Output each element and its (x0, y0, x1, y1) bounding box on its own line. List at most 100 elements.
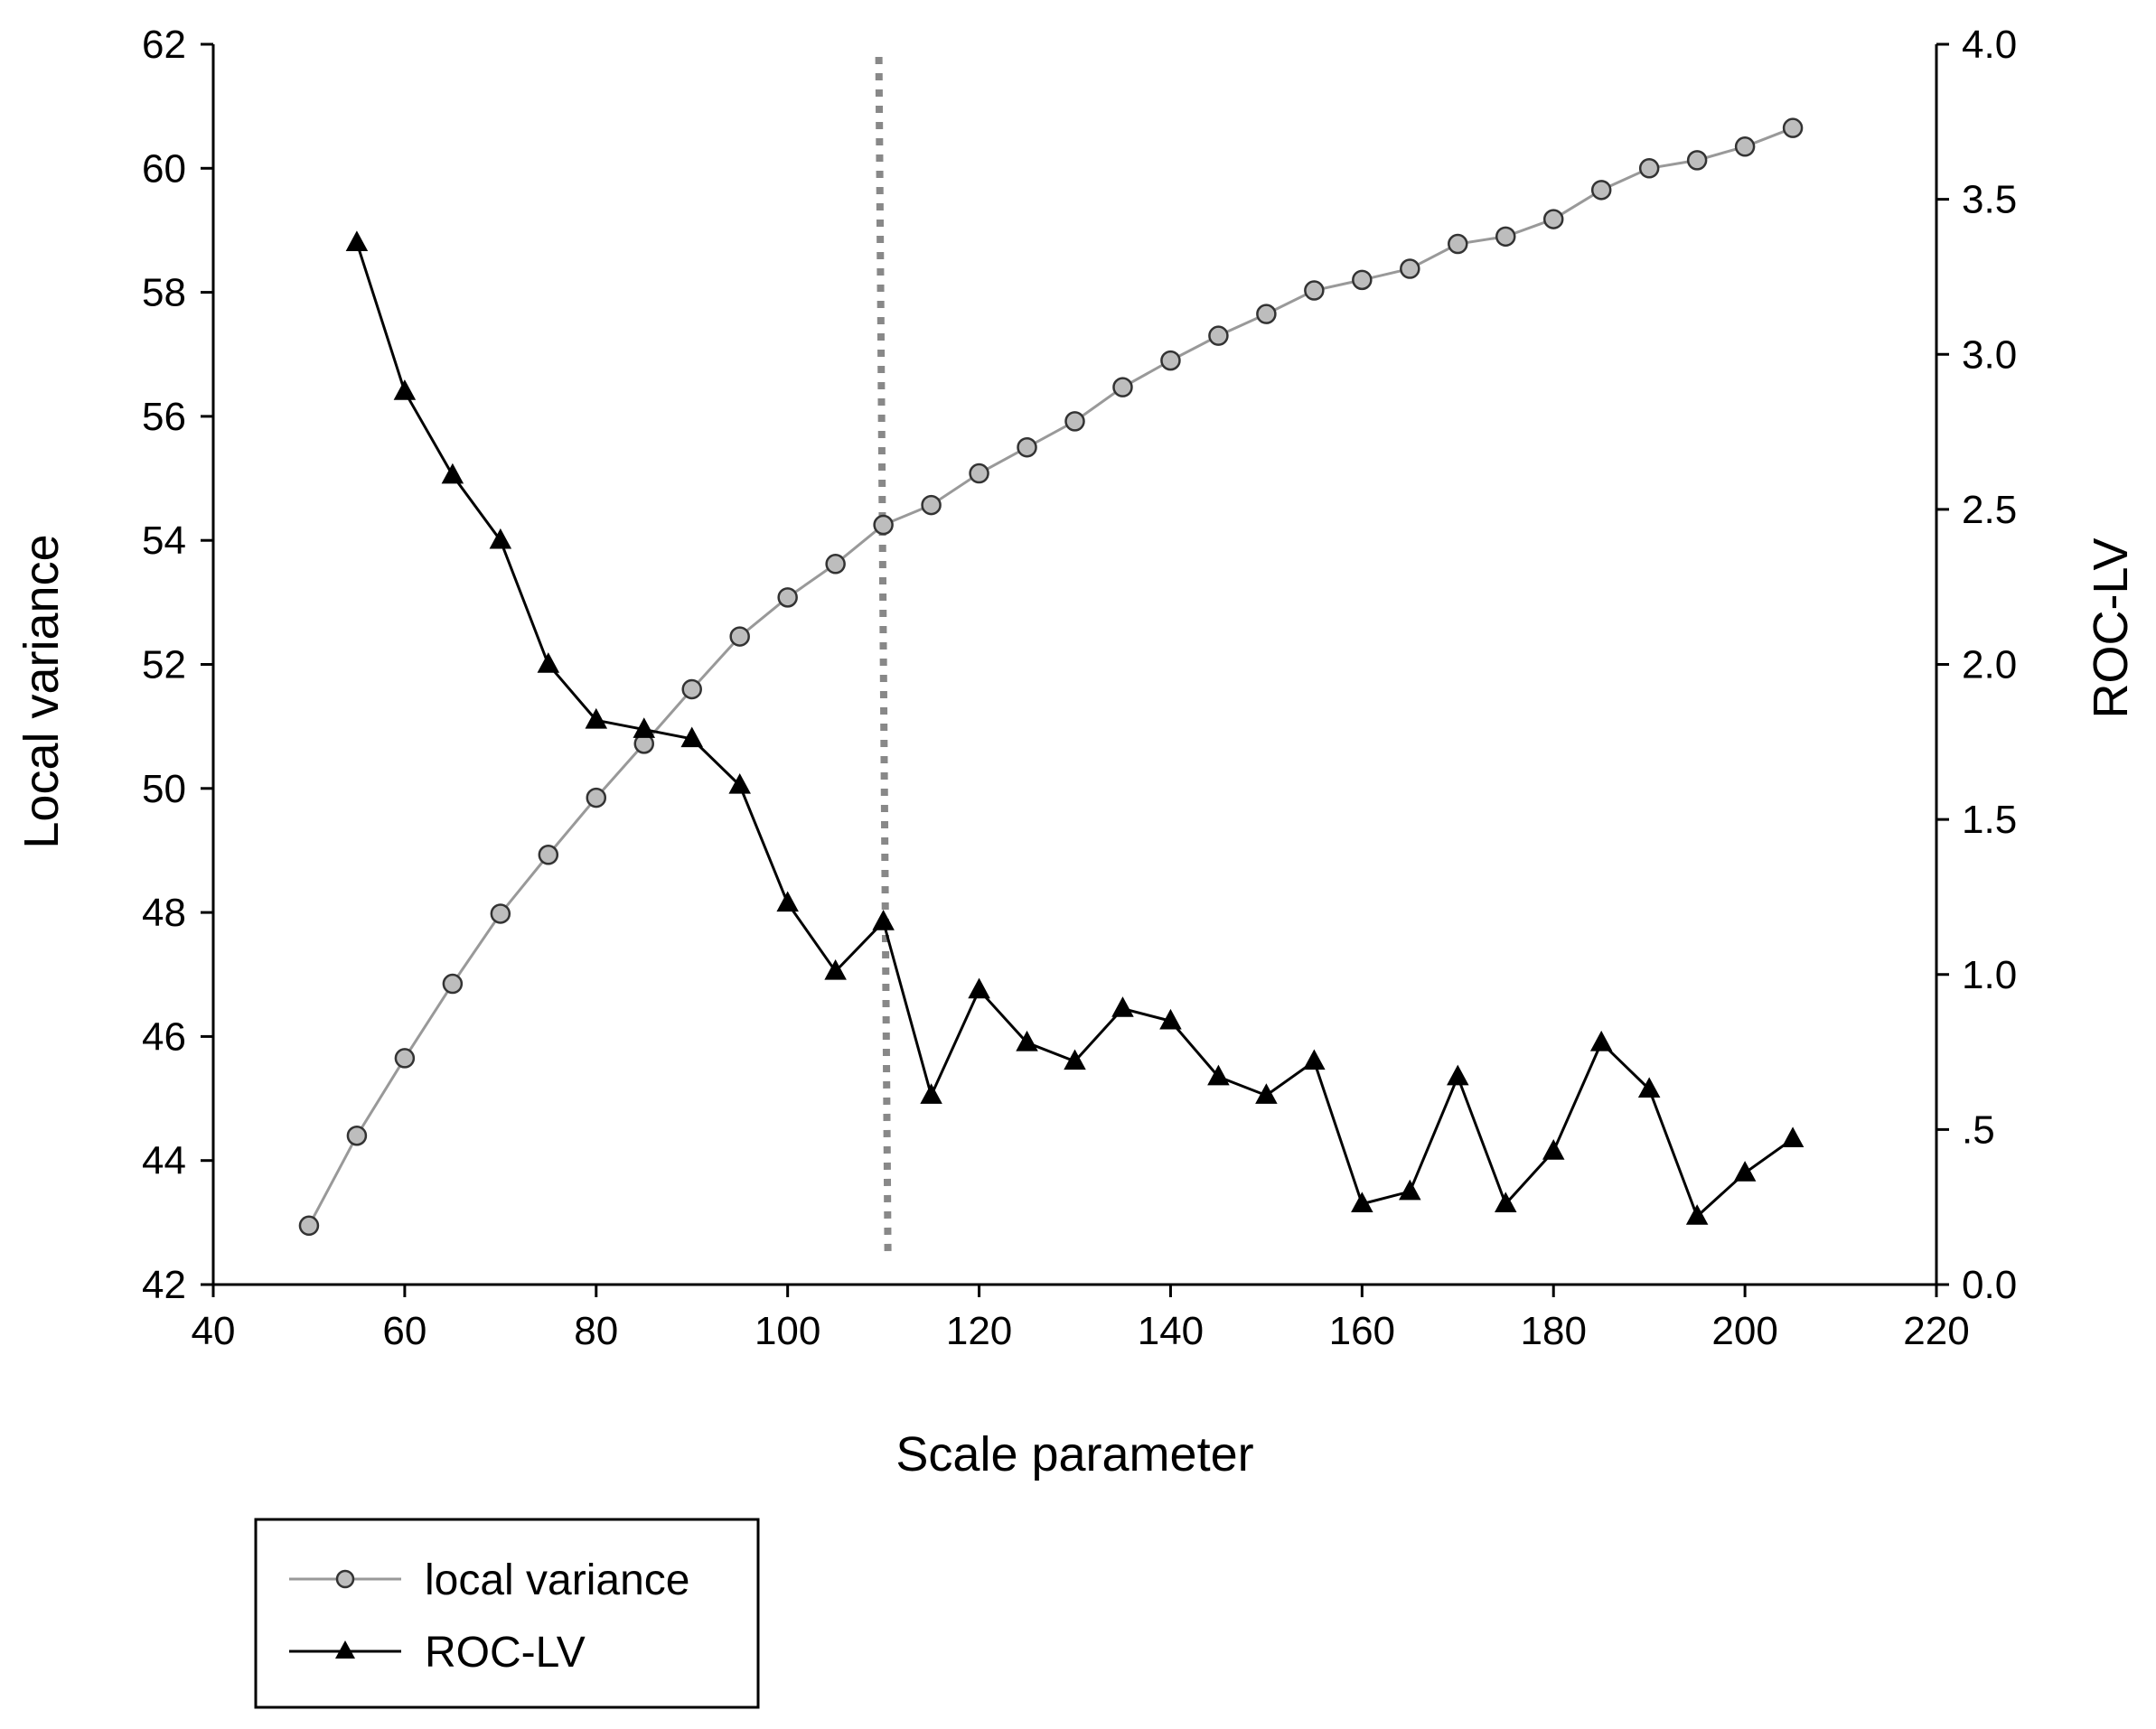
data-point-local-variance (1734, 136, 1756, 157)
x-tick-label: 220 (1903, 1309, 1969, 1353)
vertical-reference-line (875, 56, 892, 1253)
x-tick-label: 60 (382, 1309, 427, 1353)
data-point-local-variance (1112, 377, 1133, 397)
data-point-roc-lv (1255, 1083, 1278, 1104)
data-point-roc-lv (872, 910, 895, 930)
data-point-roc-lv (1733, 1161, 1757, 1182)
y-tick-label-left: 56 (142, 395, 186, 439)
data-point-local-variance (394, 1048, 416, 1069)
data-point-local-variance (1782, 117, 1804, 138)
data-point-roc-lv (1064, 1049, 1086, 1070)
data-point-local-variance (1448, 233, 1468, 255)
y-tick-label-left: 52 (142, 643, 186, 687)
series-line-local-variance (307, 126, 1794, 1227)
data-point-roc-lv (1589, 1030, 1613, 1051)
data-point-local-variance (1590, 180, 1612, 201)
x-tick-label: 200 (1711, 1309, 1777, 1353)
data-point-roc-lv (1542, 1139, 1565, 1160)
data-point-roc-lv (345, 230, 369, 251)
y-tick-label-left: 58 (142, 271, 186, 315)
data-point-local-variance (873, 514, 894, 536)
data-point-roc-lv (680, 726, 703, 748)
data-point-roc-lv (776, 891, 799, 912)
x-tick-label: 180 (1521, 1309, 1587, 1353)
data-point-local-variance (346, 1125, 368, 1146)
y-tick-label-left: 46 (142, 1014, 186, 1059)
data-point-roc-lv (1303, 1049, 1326, 1070)
data-point-local-variance (1686, 150, 1708, 171)
data-point-local-variance (1638, 158, 1660, 179)
y-tick-label-left: 42 (142, 1263, 186, 1307)
y-axis-title-right: ROC-LV (2084, 537, 2138, 718)
data-point-roc-lv (633, 717, 656, 738)
data-point-local-variance (729, 626, 750, 647)
y-tick-label-right: 1.5 (1962, 798, 2017, 842)
data-point-local-variance (1256, 304, 1277, 324)
axes: 40 60 80 100 120 140 160 180 200 220 42 44 46 48 50 52 5… (142, 23, 2017, 1353)
data-point-local-variance (538, 845, 559, 865)
data-point-roc-lv (1399, 1179, 1421, 1201)
data-point-roc-lv (1781, 1126, 1804, 1147)
legend-marker-roc-lv (335, 1640, 355, 1659)
legend-label-roc-lv: ROC-LV (425, 1629, 586, 1677)
y-tick-label-right: 2.0 (1962, 643, 2017, 687)
y-axis-title-left: Local variance (14, 534, 69, 848)
y-tick-label-right: 3.0 (1962, 332, 2017, 377)
data-point-roc-lv (1016, 1030, 1038, 1051)
data-point-local-variance (777, 587, 798, 608)
y-tick-label-right: 1.0 (1962, 953, 2017, 997)
data-point-local-variance (1208, 325, 1229, 346)
series-line-roc-lv (355, 242, 1794, 1220)
y-tick-label-right: .5 (1962, 1107, 1995, 1152)
series-layer (298, 117, 1804, 1237)
x-tick-label: 120 (946, 1309, 1012, 1353)
x-axis-title: Scale parameter (895, 1427, 1253, 1481)
data-point-local-variance (921, 494, 942, 516)
y-tick-label-left: 60 (142, 146, 186, 191)
data-point-roc-lv (968, 977, 990, 999)
data-point-local-variance (586, 787, 607, 808)
data-point-roc-lv (1351, 1192, 1373, 1213)
data-point-local-variance (1495, 226, 1516, 248)
x-tick-label: 80 (574, 1309, 618, 1353)
data-point-roc-lv (1685, 1204, 1709, 1225)
data-point-roc-lv (1637, 1077, 1661, 1098)
data-point-local-variance (442, 973, 464, 995)
data-point-roc-lv (585, 707, 608, 729)
data-point-local-variance (298, 1215, 320, 1237)
x-tick-label: 140 (1138, 1309, 1204, 1353)
data-point-local-variance (1160, 350, 1181, 371)
data-point-roc-lv (537, 652, 560, 673)
y-tick-label-right: 3.5 (1962, 178, 2017, 222)
data-point-roc-lv (393, 379, 417, 400)
data-point-local-variance (1064, 411, 1085, 432)
legend-marker-local-variance (335, 1569, 355, 1589)
x-tick-label: 40 (192, 1309, 236, 1353)
data-point-roc-lv (1159, 1008, 1182, 1030)
data-point-local-variance (1400, 258, 1420, 279)
data-point-local-variance (969, 463, 989, 484)
y-tick-label-left: 54 (142, 519, 186, 563)
data-point-local-variance (1017, 436, 1037, 458)
data-point-roc-lv (489, 528, 512, 549)
legend-label-local-variance: local variance (425, 1556, 689, 1604)
data-point-local-variance (1352, 269, 1373, 291)
data-point-local-variance (681, 678, 702, 700)
legend: local variance ROC-LV (254, 1518, 760, 1709)
vertical-marker-line (875, 56, 892, 1253)
legend-box (254, 1518, 760, 1709)
data-point-roc-lv (1207, 1064, 1230, 1086)
data-point-roc-lv (920, 1083, 942, 1104)
data-point-local-variance (490, 903, 511, 924)
x-tick-label: 160 (1329, 1309, 1395, 1353)
data-point-roc-lv (728, 773, 751, 794)
data-point-roc-lv (441, 463, 464, 484)
y-tick-label-right: 4.0 (1962, 23, 2017, 67)
x-tick-label: 100 (755, 1309, 820, 1353)
data-point-local-variance (1542, 209, 1564, 229)
y-tick-label-right: 0.0 (1962, 1263, 2017, 1307)
y-tick-label-left: 50 (142, 767, 186, 811)
y-tick-label-left: 62 (142, 23, 186, 67)
data-point-roc-lv (824, 958, 847, 980)
